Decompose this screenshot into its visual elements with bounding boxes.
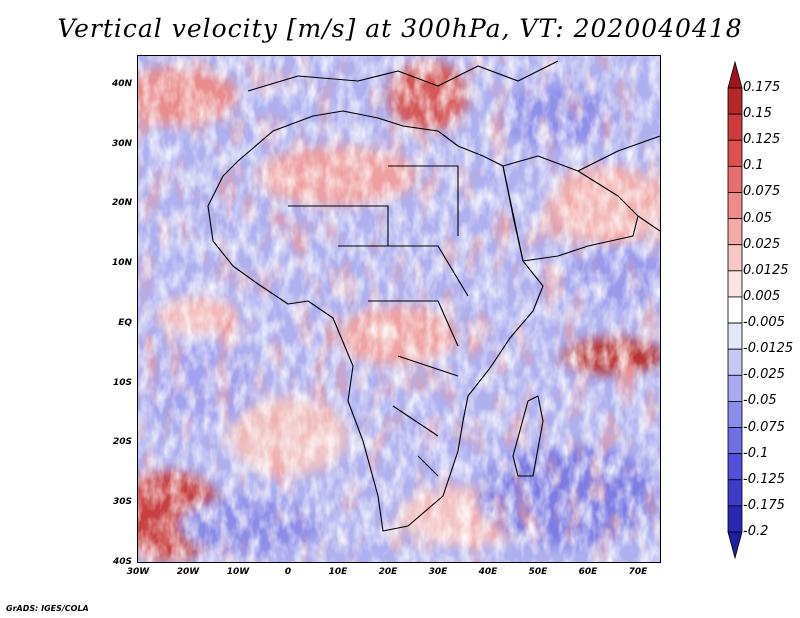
colorbar-label: -0.125 bbox=[743, 471, 785, 487]
colorbar-bin bbox=[727, 505, 743, 533]
map-title: Vertical velocity [m/s] at 300hPa, VT: 2… bbox=[57, 14, 743, 43]
colorbar-bin bbox=[727, 165, 743, 193]
colorbar-label: 0.175 bbox=[743, 80, 781, 95]
colorbar-bin bbox=[727, 453, 743, 481]
colorbar-bin bbox=[727, 427, 743, 455]
colorbar-top-arrow bbox=[727, 60, 743, 89]
colorbar-bin bbox=[727, 270, 743, 298]
colorbar-label: -0.075 bbox=[743, 419, 785, 435]
colorbar-label: -0.005 bbox=[743, 315, 785, 331]
lon-label-40e: 40E bbox=[478, 567, 498, 577]
colorbar-label: 0.025 bbox=[743, 236, 781, 252]
lat-label-10n: 10N bbox=[111, 258, 132, 268]
lat-label-eq: EQ bbox=[118, 318, 132, 328]
colorbar-bin bbox=[727, 374, 743, 402]
colorbar-label: -0.05 bbox=[743, 393, 777, 409]
lon-label-70e: 70E bbox=[628, 567, 648, 577]
lon-label-10w: 10W bbox=[226, 567, 250, 577]
velocity-map bbox=[138, 56, 660, 562]
colorbar-label: 0.05 bbox=[743, 210, 772, 226]
colorbar-bin bbox=[727, 244, 743, 272]
colorbar-bin bbox=[727, 139, 743, 167]
colorbar-label: -0.025 bbox=[743, 367, 785, 383]
colorbar-bin bbox=[727, 401, 743, 428]
white-contour-texture bbox=[138, 56, 660, 562]
lon-label-0: 0 bbox=[284, 567, 292, 577]
colorbar-label: 0.15 bbox=[743, 106, 772, 122]
colorbar-bottom-arrow bbox=[727, 531, 743, 560]
madagascar bbox=[512, 395, 544, 477]
lon-label-60e: 60E bbox=[578, 567, 598, 577]
lat-label-40n: 40N bbox=[111, 79, 132, 89]
colorbar-label: 0.005 bbox=[743, 288, 781, 304]
lon-label-20e: 20E bbox=[378, 567, 398, 577]
colorbar-bin bbox=[727, 192, 743, 219]
colorbar-bin bbox=[727, 296, 743, 324]
colorbar-bin bbox=[727, 87, 743, 115]
mediterranean-north bbox=[247, 60, 559, 92]
colorbar-label: -0.175 bbox=[743, 497, 785, 513]
lat-label-10s: 10S bbox=[112, 378, 132, 388]
coastline-borders bbox=[207, 60, 660, 532]
lat-label-20s: 20S bbox=[112, 437, 132, 447]
lat-label-30s: 30S bbox=[112, 497, 132, 507]
colorbar-bin bbox=[727, 218, 743, 246]
colorbar-label: -0.0125 bbox=[743, 341, 794, 357]
lon-label-10e: 10E bbox=[328, 567, 348, 577]
colorbar-bin bbox=[727, 348, 743, 376]
colorbar bbox=[727, 60, 743, 560]
lon-label-30w: 30W bbox=[126, 567, 150, 577]
lat-label-20n: 20N bbox=[111, 198, 132, 208]
lon-label-20w: 20W bbox=[176, 567, 200, 577]
colorbar-bin bbox=[727, 113, 743, 141]
map-plot-area bbox=[137, 55, 661, 563]
colorbar-bin bbox=[727, 322, 743, 350]
lat-label-30n: 30N bbox=[111, 139, 132, 149]
colorbar-label: 0.125 bbox=[743, 132, 781, 148]
colorbar-label: 0.1 bbox=[743, 158, 764, 174]
lon-label-30e: 30E bbox=[428, 567, 448, 577]
colorbar-label: -0.2 bbox=[743, 524, 769, 539]
grads-credit: GrADS: IGES/COLA bbox=[6, 604, 89, 613]
africa-coastline bbox=[207, 110, 544, 532]
colorbar-label: 0.0125 bbox=[743, 262, 789, 278]
arabian-peninsula bbox=[502, 155, 639, 262]
colorbar-label: 0.075 bbox=[743, 184, 781, 200]
asia-coast bbox=[577, 135, 660, 232]
border-lines bbox=[288, 165, 469, 477]
colorbar-bin bbox=[727, 479, 743, 507]
lon-label-50e: 50E bbox=[528, 567, 548, 577]
colorbar-label: -0.1 bbox=[743, 445, 769, 461]
lat-label-40s: 40S bbox=[112, 557, 132, 567]
